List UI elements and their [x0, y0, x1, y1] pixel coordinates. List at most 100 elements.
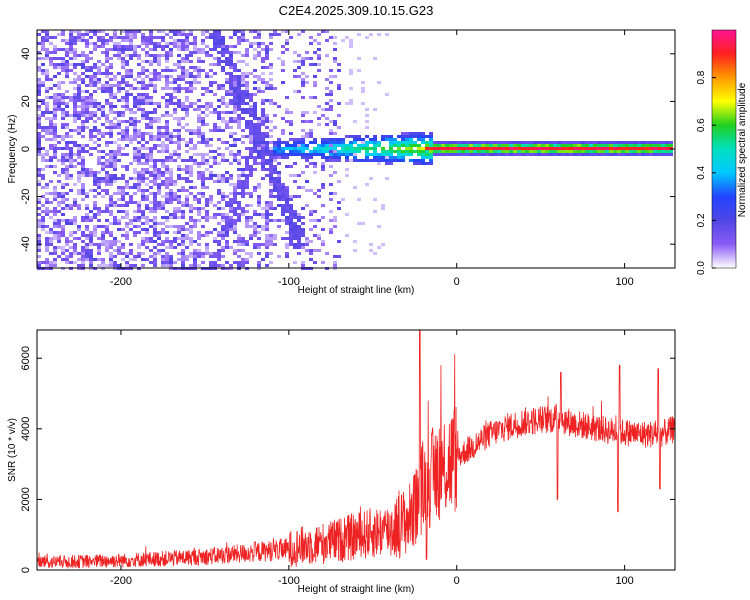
- colorbar: 0.00.20.40.60.8 Normalized spectral ampl…: [696, 29, 748, 275]
- spectrogram-cell-326: [65, 147, 69, 150]
- spectrogram-cell-1328: [153, 252, 157, 255]
- spectrogram-cell-3302: [505, 144, 509, 147]
- spectrogram-cell-842: [113, 48, 117, 51]
- spectrogram-cell-3096: [381, 135, 385, 138]
- spectrogram-cell-3101: [381, 156, 385, 159]
- spectrogram-cell-3149: [405, 132, 409, 135]
- spectrogram-cell-2130: [233, 84, 237, 87]
- spectrogram-cell-479: [81, 54, 85, 57]
- spectrogram-cell-1161: [141, 117, 145, 120]
- spectrogram-cell-1556: [177, 45, 181, 48]
- spectrogram-cell-1870: [205, 177, 209, 180]
- spectrogram-cell-1992: [217, 264, 221, 267]
- spectrogram-cell-2514: [269, 78, 273, 81]
- spectrogram-cell-1844: [201, 234, 205, 237]
- spectrogram-cell-2042: [225, 72, 229, 75]
- spectrogram-cell-983: [125, 105, 129, 108]
- spectrogram-cell-2563: [273, 165, 277, 168]
- spectrogram-cell-2444: [261, 135, 265, 138]
- spectrogram-cell-3024: [353, 159, 357, 162]
- spectrogram-cell-1744: [193, 87, 197, 90]
- spectrogram-cell-2191: [237, 126, 241, 129]
- spectrogram-cell-1504: [169, 216, 173, 219]
- spectrogram-cell-2303: [245, 261, 249, 264]
- spectrogram-cell-2924: [329, 156, 333, 159]
- spectrogram-cell-1875: [205, 210, 209, 213]
- spectrogram-cell-2073: [225, 261, 229, 264]
- spectrogram-cell-966: [125, 36, 129, 39]
- spectrogram-cell-1700: [189, 87, 193, 90]
- spectrogram-cell-156: [49, 180, 53, 183]
- spectrogram-cell-3032: [357, 138, 361, 141]
- spectrogram-cell-525: [81, 264, 85, 267]
- spectrogram-cell-683: [97, 177, 101, 180]
- spectrogram-cell-2831: [313, 138, 317, 141]
- spectrogram-cell-1450: [165, 180, 169, 183]
- spectrogram-cell-2237: [241, 117, 245, 120]
- spectrogram-cell-3139: [397, 159, 401, 162]
- spectrogram-cell-2271: [245, 90, 249, 93]
- spectrogram-cell-3: [37, 57, 41, 60]
- spectrogram-cell-1474: [169, 51, 173, 54]
- spectrogram-cell-1724: [189, 228, 193, 231]
- spectrogram-cell-2853: [317, 105, 321, 108]
- spectrogram-cell-2472: [265, 87, 269, 90]
- spectrogram-cell-949: [121, 186, 125, 189]
- spectrogram-cell-667: [97, 78, 101, 81]
- spectrogram-cell-1554: [177, 39, 181, 42]
- spectrogram-cell-3148: [401, 159, 405, 162]
- spectrogram-cell-1017: [129, 39, 133, 42]
- spectrogram-cell-3081: [373, 156, 377, 159]
- spectrogram-cell-3419: [597, 150, 601, 153]
- spectrogram-cell-2894: [325, 108, 329, 111]
- spectrogram-cell-3376: [565, 141, 569, 144]
- spectrogram-cell-1509: [169, 255, 173, 258]
- spectrogram-cell-1377: [161, 45, 165, 48]
- spectrogram-cell-3041: [361, 90, 365, 93]
- spectrogram-cell-1647: [185, 42, 189, 45]
- snrYTicks-label-0: 0: [20, 567, 32, 573]
- spectrogram-cell-1364: [157, 201, 161, 204]
- spectrogram-cell-2343: [253, 36, 257, 39]
- spectrogram-cell-2723: [297, 141, 301, 144]
- spectrogram-cell-1385: [161, 126, 165, 129]
- spectrogram-cell-2181: [237, 93, 241, 96]
- spectrogram-cell-3259: [469, 150, 473, 153]
- spectrogram-cell-638: [93, 141, 97, 144]
- spectrogram-cell-1250: [149, 102, 153, 105]
- spectrogram-cell-870: [113, 222, 117, 225]
- spectrogram-cell-3073: [373, 108, 377, 111]
- spectrogram-cell-211: [53, 225, 57, 228]
- spectrogram-cell-1465: [165, 252, 169, 255]
- spectrogram-cell-2235: [241, 108, 245, 111]
- spectrogram-cell-3502: [665, 144, 669, 147]
- spectrogram-cell-1900: [209, 138, 213, 141]
- spectrogram-cell-3079: [373, 150, 377, 153]
- spectrogram-cell-1904: [209, 165, 213, 168]
- spectrogram-cell-1563: [177, 78, 181, 81]
- spectrogram-cell-1948: [213, 255, 217, 258]
- spectrogram-cell-1307: [153, 171, 157, 174]
- spectrogram-cell-3028: [357, 33, 361, 36]
- spectrogram-cell-2709: [293, 228, 297, 231]
- spectrogram-cell-285: [61, 183, 65, 186]
- spectrogram-cell-2698: [293, 150, 297, 153]
- spectrogram-cell-2340: [249, 252, 253, 255]
- spectrogram-cell-1937: [213, 159, 217, 162]
- spectrogram-cell-2284: [245, 162, 249, 165]
- spectrogram-cell-731: [101, 237, 105, 240]
- spectrogram-cell-625: [93, 78, 97, 81]
- spectrogram-cell-1931: [213, 111, 217, 114]
- spectrogram-cell-943: [121, 138, 125, 141]
- spectrogram-cell-3042: [361, 102, 365, 105]
- spectrogram-cell-939: [121, 120, 125, 123]
- spectrogram-cell-1318: [153, 210, 157, 213]
- spectrogram-cell-375: [69, 177, 73, 180]
- spectrogram-cell-121: [45, 210, 49, 213]
- spectrogram-cell-184: [53, 108, 57, 111]
- spectrogram-cell-2165: [233, 249, 237, 252]
- spectrogram-cell-20: [37, 132, 41, 135]
- spectrogram-cell-2984: [341, 147, 345, 150]
- spectrogram-cell-1573: [177, 129, 181, 132]
- spectrogram-cell-2469: [265, 66, 269, 69]
